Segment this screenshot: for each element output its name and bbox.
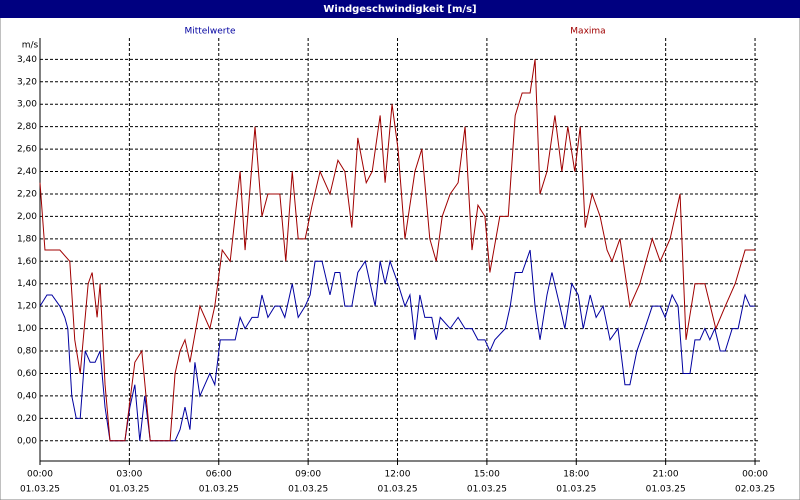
y-tick-label: 0,20 xyxy=(17,414,37,424)
y-tick-label: 1,80 xyxy=(17,234,37,244)
title-bar xyxy=(0,0,800,18)
x-tick-label: 01.03.25 xyxy=(646,485,686,495)
y-tick-label: 1,40 xyxy=(17,279,37,289)
x-tick-label: 15:00 xyxy=(474,470,500,480)
x-tick-label: 01.03.25 xyxy=(199,485,239,495)
y-tick-label: 2,40 xyxy=(17,167,37,177)
y-tick-label: 3,20 xyxy=(17,77,37,87)
x-tick-label: 06:00 xyxy=(206,470,232,480)
x-tick-label: 18:00 xyxy=(563,470,589,480)
y-tick-label: 3,40 xyxy=(17,55,37,65)
x-tick-label: 02.03.25 xyxy=(735,485,775,495)
x-tick-label: 01.03.25 xyxy=(556,485,596,495)
x-tick-label: 01.03.25 xyxy=(467,485,507,495)
chart-title: Windgeschwindigkeit [m/s] xyxy=(323,4,476,15)
y-unit: m/s xyxy=(22,41,39,51)
y-tick-label: 2,00 xyxy=(17,212,37,222)
y-tick-label: 2,80 xyxy=(17,122,37,132)
y-tick-label: 0,00 xyxy=(17,436,37,446)
x-tick-label: 01.03.25 xyxy=(20,485,60,495)
y-tick-label: 1,20 xyxy=(17,302,37,312)
x-tick-label: 00:00 xyxy=(742,470,768,480)
series-line xyxy=(39,59,756,442)
series-line xyxy=(39,249,756,442)
x-tick-label: 21:00 xyxy=(653,470,679,480)
y-tick-label: 2,60 xyxy=(17,145,37,155)
y-tick-label: 1,00 xyxy=(17,324,37,334)
y-tick-label: 0,60 xyxy=(17,369,37,379)
x-tick-label: 01.03.25 xyxy=(377,485,417,495)
x-tick-label: 01.03.25 xyxy=(109,485,149,495)
y-tick-label: 2,20 xyxy=(17,189,37,199)
x-tick-label: 03:00 xyxy=(116,470,142,480)
x-tick-label: 12:00 xyxy=(385,470,411,480)
y-tick-label: 0,40 xyxy=(17,391,37,401)
legend-entry: Mittelwerte xyxy=(184,27,235,37)
y-tick-label: 1,60 xyxy=(17,257,37,267)
y-tick-label: 3,00 xyxy=(17,100,37,110)
y-tick-label: 0,80 xyxy=(17,347,37,357)
x-tick-label: 01.03.25 xyxy=(288,485,328,495)
x-tick-label: 09:00 xyxy=(295,470,321,480)
legend-entry: Maxima xyxy=(570,27,605,37)
x-tick-label: 00:00 xyxy=(27,470,53,480)
